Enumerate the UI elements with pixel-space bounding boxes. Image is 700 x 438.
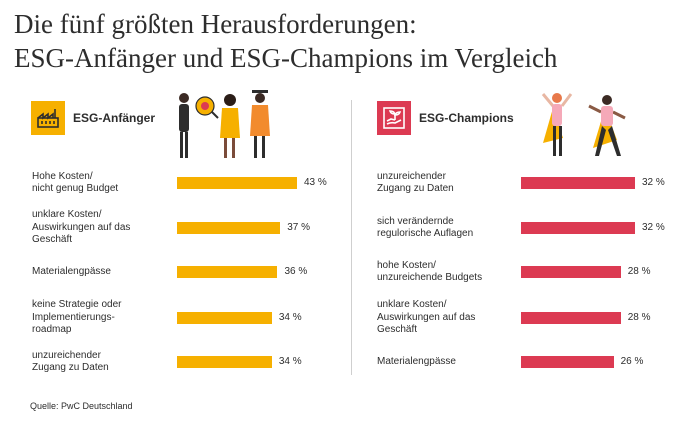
beginner-bar: [177, 177, 297, 189]
champion-panel-header: ESG-Champions: [377, 100, 514, 136]
champion-bar: [521, 266, 621, 278]
chart-title-line-2: ESG-Anfänger und ESG-Champions im Vergle…: [14, 43, 558, 73]
champion-category-label: sich verändernde regulorische Auflagen: [377, 215, 474, 240]
champion-category-label: hohe Kosten/unzureichende Budgets: [377, 259, 483, 284]
beginner-bar: [177, 356, 272, 368]
champion-bar: [521, 177, 635, 189]
plant-in-hand-icon: [377, 101, 411, 135]
champion-bar: [521, 222, 635, 234]
beginner-value-label: 34 %: [278, 356, 302, 367]
champions-illustration: [541, 93, 626, 156]
beginner-bar: [177, 222, 281, 234]
beginner-category-label: Hohe Kosten/nicht genug Budget: [32, 170, 119, 195]
champion-category-label: Materialengpässe: [377, 355, 456, 367]
beginner-category-label: keine Strategie oder Implementierungs-roa…: [32, 299, 122, 336]
champion-bar: [521, 356, 614, 368]
beginner-panel-header: ESG-Anfänger: [31, 100, 155, 136]
factory-icon: [31, 101, 65, 135]
champion-panel-title: ESG-Champions: [419, 111, 514, 125]
champion-value-label: 32 %: [642, 222, 665, 233]
beginner-bar: [177, 312, 272, 324]
chart-title-line-1: Die fünf größten Herausforderungen:: [14, 9, 417, 39]
beginner-bar: [177, 266, 278, 278]
champion-value-label: 32 %: [642, 177, 665, 188]
beginner-category-label: unzureichender Zugang zu Daten: [32, 349, 109, 374]
beginners-illustration: [179, 90, 270, 158]
beginner-value-label: 37 %: [287, 222, 311, 233]
beginner-panel-title: ESG-Anfänger: [73, 111, 156, 125]
champion-bar: [521, 312, 621, 324]
beginner-value-label: 36 %: [284, 266, 308, 277]
champion-category-label: unklare Kosten/Auswirkungen auf das Gesch…: [377, 299, 476, 336]
beginner-value-label: 43 %: [304, 177, 327, 188]
beginner-category-label: unklare Kosten/Auswirkungen auf das Gesch…: [32, 209, 131, 246]
panel-divider: [351, 100, 352, 375]
beginner-value-label: 34 %: [278, 312, 302, 323]
beginner-category-label: Materialengpässe: [32, 265, 111, 277]
champion-value-label: 28 %: [627, 312, 651, 323]
champion-value-label: 28 %: [627, 266, 651, 277]
champion-category-label: unzureichender Zugang zu Daten: [377, 170, 454, 195]
champion-value-label: 26 %: [620, 356, 644, 367]
source-note: Quelle: PwC Deutschland: [30, 401, 133, 411]
